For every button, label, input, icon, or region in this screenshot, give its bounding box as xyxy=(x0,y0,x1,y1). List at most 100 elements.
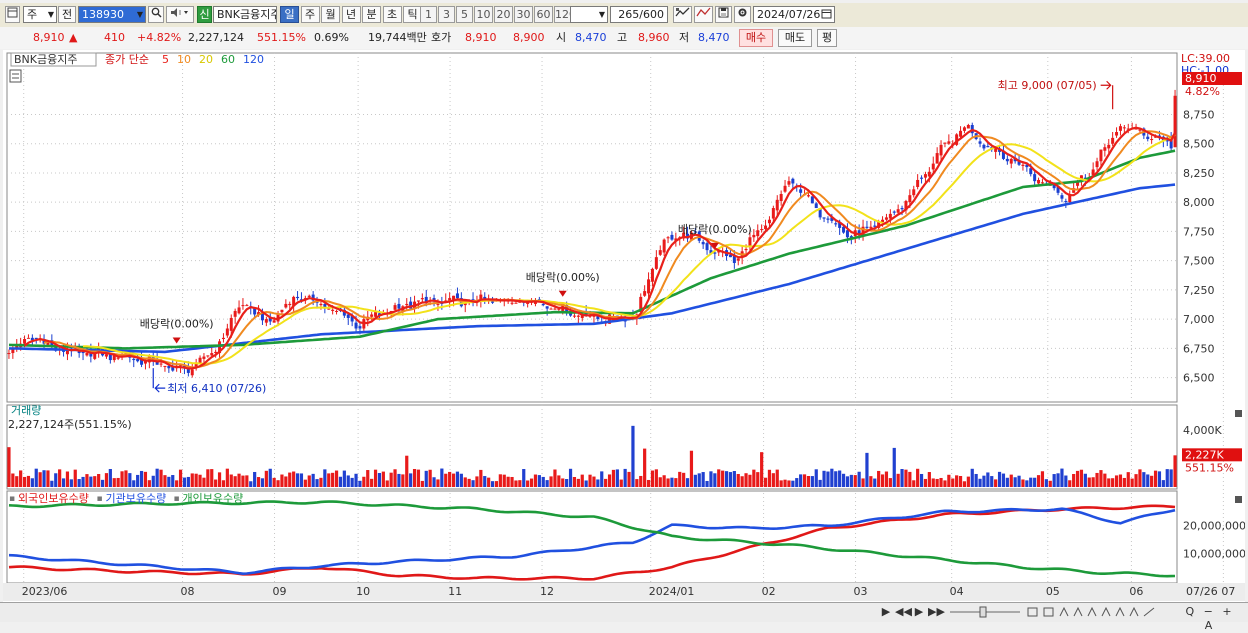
candle-body xyxy=(814,203,818,209)
candle-body xyxy=(479,294,483,302)
price-ytick-label: 7,750 xyxy=(1183,225,1215,238)
candle-body xyxy=(943,142,947,144)
stock-code-input[interactable]: 138930 ▼ xyxy=(78,6,146,23)
last-page-icon[interactable]: ▶▶ xyxy=(928,605,945,618)
candle-body xyxy=(966,125,970,129)
candle-body xyxy=(1076,181,1080,186)
candle-body xyxy=(1064,201,1068,203)
interval-button-20[interactable]: 20 xyxy=(494,6,513,23)
tab-2[interactable]: 월 xyxy=(321,6,340,23)
drawing-tools-icon[interactable] xyxy=(1026,605,1164,619)
pane-close-icon[interactable] xyxy=(1235,410,1242,417)
volume-bar xyxy=(580,474,584,487)
volume-bar xyxy=(334,470,339,487)
candle-body xyxy=(557,308,561,310)
volume-bar xyxy=(537,475,541,487)
candle-body xyxy=(190,369,194,376)
volume-bar xyxy=(202,477,206,487)
chart-settings-icon[interactable] xyxy=(673,6,692,23)
candle-body xyxy=(374,312,378,317)
first-page-icon[interactable]: ◀◀ xyxy=(895,605,912,618)
date-input[interactable]: 2024/07/26 xyxy=(753,6,835,23)
candle-body xyxy=(206,355,210,357)
volume-bar xyxy=(721,470,725,487)
candle-body xyxy=(838,222,842,228)
count-select[interactable]: ▼ xyxy=(570,6,608,23)
candle-body xyxy=(1118,126,1122,131)
volume-bar xyxy=(139,470,144,487)
scroll-right-icon[interactable]: ▶ xyxy=(881,605,891,618)
sell-button[interactable]: 매도 xyxy=(778,29,812,47)
flat-button[interactable]: 평 xyxy=(817,29,837,47)
volume-bar xyxy=(1161,480,1165,487)
volume-ytick-label: 4,000K xyxy=(1183,424,1222,437)
volume-bar xyxy=(178,469,183,487)
save-icon[interactable] xyxy=(715,6,732,23)
volume-bar xyxy=(900,469,904,487)
stock-name-field: BNK금융지주 xyxy=(213,6,277,23)
period-select[interactable]: 주 ▼ xyxy=(23,6,57,23)
indicator-icon[interactable] xyxy=(694,6,713,23)
pane-close-icon[interactable] xyxy=(1235,496,1242,503)
volume-bar xyxy=(845,476,850,487)
candle-body xyxy=(42,339,46,344)
volume-bar xyxy=(802,474,807,487)
count-value: 265 xyxy=(618,8,640,21)
volume-bar xyxy=(370,478,374,487)
candle-body xyxy=(7,353,11,355)
tab-4[interactable]: 분 xyxy=(362,6,381,23)
chart-area[interactable]: 6,500 6,750 7,000 7,250 7,500 7,750 8,000 8,250… xyxy=(3,50,1245,602)
zoom-controls[interactable]: Q − + A xyxy=(1185,605,1235,632)
interval-button-5[interactable]: 5 xyxy=(456,6,473,23)
candle-body xyxy=(405,303,409,306)
candle-body xyxy=(647,279,651,294)
volume-bar xyxy=(233,476,237,487)
play-icon[interactable]: ▶ xyxy=(914,605,924,618)
tab-0[interactable]: 일 xyxy=(280,6,299,23)
volume-bar xyxy=(927,472,931,487)
bid-price: 8,900 xyxy=(513,31,545,44)
candle-body xyxy=(674,238,678,241)
volume-bar xyxy=(1060,468,1064,487)
volume-bar xyxy=(771,473,775,487)
volume-bar xyxy=(506,476,510,487)
volume-bar xyxy=(1072,473,1076,487)
volume-bar xyxy=(26,475,31,487)
calculator-icon[interactable] xyxy=(9,69,22,83)
candle-body xyxy=(198,357,202,364)
sound-icon[interactable] xyxy=(166,6,194,23)
candle-body xyxy=(194,362,198,368)
candle-body xyxy=(701,241,705,245)
tab-5[interactable]: 초 xyxy=(382,6,402,23)
volume-bar xyxy=(650,470,655,487)
interval-button-60[interactable]: 60 xyxy=(534,6,553,23)
tab-3[interactable]: 년 xyxy=(341,6,361,23)
volume-bar xyxy=(1005,477,1009,487)
zoom-slider[interactable] xyxy=(948,605,1022,619)
candle-body xyxy=(331,309,335,311)
candle-body xyxy=(350,315,354,322)
scale-lc-label: LC:39.00 xyxy=(1181,52,1230,65)
tab-1[interactable]: 주 xyxy=(300,6,320,23)
candle-body xyxy=(1103,147,1107,151)
search-icon[interactable] xyxy=(148,6,164,23)
window-menu-icon[interactable] xyxy=(5,6,20,23)
interval-button-10[interactable]: 10 xyxy=(474,6,493,23)
candle-body xyxy=(1169,139,1173,149)
volume-bar xyxy=(1165,469,1169,487)
interval-button-3[interactable]: 3 xyxy=(438,6,455,23)
interval-button-1[interactable]: 1 xyxy=(420,6,437,23)
volume-bar xyxy=(73,469,77,487)
volume-bar xyxy=(888,478,892,487)
prev-button[interactable]: 전 xyxy=(58,6,76,23)
volume-bar xyxy=(849,474,853,487)
buy-button[interactable]: 매수 xyxy=(739,29,773,47)
x-axis-label: 2023/06 xyxy=(22,585,68,598)
count-field[interactable]: 265/600 xyxy=(610,6,668,23)
volume-bar xyxy=(853,475,857,487)
volume-bar xyxy=(483,476,487,487)
gear-icon[interactable] xyxy=(734,6,751,23)
volume-bar xyxy=(529,478,534,487)
volume-bar xyxy=(752,469,756,487)
interval-button-30[interactable]: 30 xyxy=(514,6,533,23)
